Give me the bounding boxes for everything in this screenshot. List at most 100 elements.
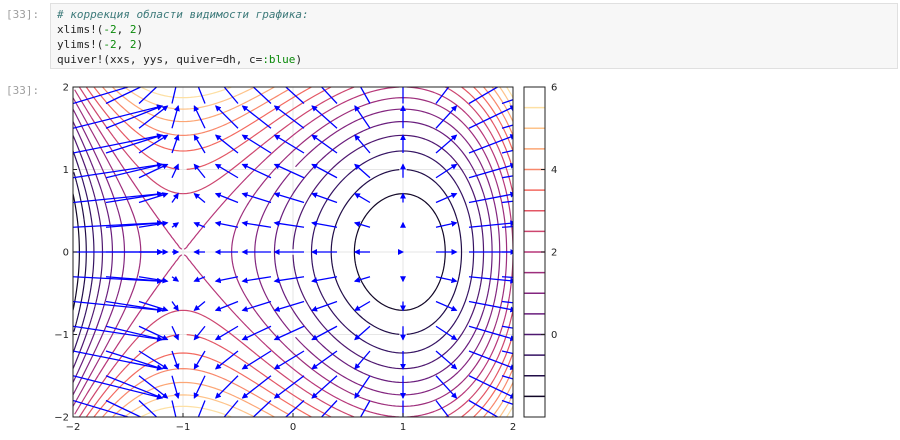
colorbar-band (524, 148, 545, 170)
quiver-arrow (105, 300, 164, 313)
quiver-arrow (73, 300, 164, 313)
quiver-arrow (105, 162, 164, 179)
quiver-arrow (273, 163, 305, 179)
quiver-arrow (138, 375, 169, 399)
quiver-arrow (320, 87, 338, 104)
quiver-arrow (273, 300, 305, 312)
quiver-arrow (223, 87, 239, 104)
quiver-arrow (73, 375, 164, 400)
quiver-arrow (73, 104, 164, 129)
quiver-arrow (311, 276, 338, 284)
x-tick-label: 0 (290, 422, 296, 433)
quiver-arrow (138, 350, 169, 370)
contour-line (78, 87, 513, 417)
quiver-arrow (193, 134, 206, 154)
quiver-arrow (105, 220, 164, 228)
colorbar-band (524, 313, 545, 335)
code-number: 2 (129, 23, 137, 36)
colorbar-band (524, 355, 545, 376)
quiver-arrow (214, 163, 239, 179)
quiver-arrow (320, 400, 338, 417)
quiver-arrow (311, 105, 338, 129)
colorbar-band (524, 375, 545, 397)
quiver-arrow (284, 87, 305, 104)
x-tick-label: −1 (176, 422, 191, 433)
quiver-arrow (311, 220, 338, 228)
quiver-arrow (73, 191, 164, 204)
quiver-arrow (138, 192, 169, 204)
quiver-arrow (214, 220, 239, 228)
quiver-arrow (252, 400, 272, 417)
quiver-arrow (214, 350, 239, 370)
quiver-arrow (468, 105, 513, 129)
code-line-xlims: xlims!(-2, 2) (57, 23, 143, 36)
code-close: ) (136, 23, 144, 36)
quiver-arrow (214, 192, 239, 204)
colorbar-band (524, 272, 545, 294)
contour-line (73, 108, 501, 396)
quiver-arrow (193, 301, 206, 312)
contour-line (74, 87, 513, 417)
quiver-arrow (311, 192, 338, 204)
quiver-arrow (241, 276, 272, 284)
quiver-arrow (273, 134, 305, 154)
colorbar-band (524, 87, 545, 108)
quiver-arrow (171, 375, 180, 399)
code-sep: , (116, 38, 130, 51)
contour-line (85, 87, 513, 417)
quiver-arrow (435, 325, 458, 341)
quiver-arrow (468, 191, 513, 204)
quiver-arrow (171, 222, 180, 229)
quiver-arrow (215, 375, 239, 399)
code-fn: quiver!(xxs, yys, quiver=dh, c= (57, 53, 263, 66)
quiver-arrow (435, 400, 450, 417)
quiver-arrow (105, 375, 164, 399)
quiver-arrow (73, 325, 164, 342)
quiver-arrow (241, 220, 272, 228)
quiver-arrow (171, 350, 180, 370)
colorbar-band (524, 210, 545, 232)
quiver-arrow (223, 400, 239, 417)
quiver-arrow (138, 400, 158, 417)
quiver-arrow (435, 375, 458, 399)
quiver-arrow (105, 133, 164, 154)
quiver-arrow (197, 400, 206, 417)
code-input-cell[interactable]: # коррекция области видимости графика: x… (50, 3, 898, 69)
colorbar-tick-label: 2 (551, 248, 557, 259)
x-tick-label: −2 (66, 422, 81, 433)
quiver-arrow (215, 105, 239, 129)
quiver-arrow (138, 325, 169, 341)
quiver-arrow (468, 162, 513, 179)
colorbar-band (524, 169, 545, 191)
colorbar-band (524, 293, 545, 314)
quiver-arrow (193, 350, 206, 370)
quiver-arrow (311, 300, 338, 312)
quiver-arrow (359, 400, 371, 417)
quiver-arrow (193, 105, 206, 129)
quiver-arrow (435, 276, 458, 284)
quiver-arrow (273, 220, 305, 228)
quiver-arrow (359, 87, 371, 104)
quiver-arrow (468, 300, 513, 313)
code-fn: ylims!( (57, 38, 104, 51)
quiver-arrow (435, 105, 458, 129)
quiver-arrow (273, 350, 305, 370)
colorbar-tick-label: 6 (551, 83, 557, 94)
quiver-arrow (138, 87, 158, 104)
quiver-arrow (105, 105, 164, 129)
colorbar-band (524, 190, 545, 211)
quiver-arrow (241, 105, 272, 129)
quiver-arrow (311, 134, 338, 154)
code-line-ylims: ylims!(-2, 2) (57, 38, 143, 51)
colorbar-band (524, 231, 545, 252)
quiver-arrow (171, 325, 179, 341)
quiver-arrow (138, 300, 169, 312)
quiver-arrow (435, 192, 458, 204)
code-sep: , (116, 23, 130, 36)
quiver-arrow (241, 350, 272, 370)
quiver-arrow (214, 300, 239, 312)
quiver-arrow (214, 325, 239, 341)
quiver-arrow (138, 276, 169, 284)
quiver-arrow (171, 275, 180, 282)
quiver-arrow (241, 325, 272, 341)
